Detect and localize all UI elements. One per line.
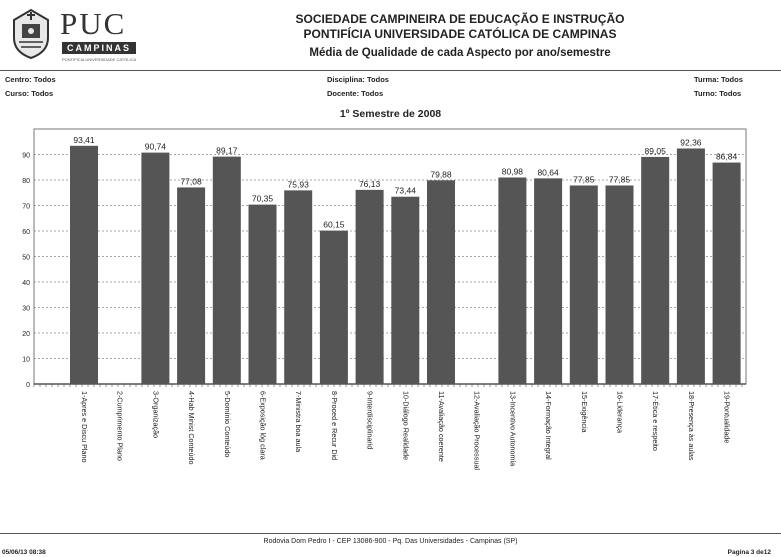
bar-value-label: 73,44 (395, 186, 417, 196)
category-label: 17-Ética e respeito (651, 391, 660, 451)
bar (534, 178, 563, 384)
y-tick-label: 80 (22, 178, 30, 185)
category-label: 19-Pontualidade (723, 391, 732, 443)
y-tick-label: 60 (22, 229, 30, 236)
logo-subtitle: PONTIFÍCIA UNIVERSIDADE CATÓLICA (62, 57, 137, 62)
bar (70, 145, 98, 384)
category-label: 2-Cumprimento Plano (116, 391, 125, 461)
bar (391, 196, 420, 384)
y-tick-label: 90 (22, 153, 30, 160)
y-tick-label: 40 (22, 280, 30, 287)
bar (319, 230, 348, 384)
institution-title: SOCIEDADE CAMPINEIRA DE EDUCAÇÃO E INSTR… (295, 12, 625, 26)
filter-curso: Curso: Todos (5, 89, 54, 98)
bar-value-label: 92,36 (680, 137, 702, 147)
y-tick-label: 0 (26, 382, 30, 389)
category-label: 10-Diálogo Realidade (401, 391, 410, 460)
y-tick-label: 20 (22, 331, 30, 338)
bar-value-label: 77,08 (180, 176, 202, 186)
category-label: 13-Incentivo Autonomia (508, 391, 517, 466)
category-label: 3-Organização (151, 391, 160, 438)
category-label: 8-Proced e Recur Did (330, 391, 339, 460)
filter-turno: Turno: Todos (694, 89, 742, 98)
filter-turma: Turma: Todos (694, 75, 743, 84)
y-tick-label: 30 (22, 306, 30, 313)
category-label: 7-Ministra boa aula (294, 391, 303, 452)
bar-value-label: 77,85 (573, 174, 595, 184)
report-title: Média de Qualidade de cada Aspecto por a… (309, 47, 611, 59)
bar-value-label: 60,15 (323, 220, 345, 230)
header-divider (0, 70, 781, 71)
category-label: 1-Apres e Discu Plano (80, 391, 89, 463)
footer-address: Rodovia Dom Pedro I - CEP 13086-900 - Pq… (263, 538, 518, 545)
logo-wordmark: PUC (60, 6, 127, 41)
category-label: 15-Exigência (580, 391, 589, 433)
category-label: 11-Avaliação coerente (437, 391, 446, 462)
bar (177, 187, 206, 384)
category-label: 18-Presença às aulas (687, 391, 696, 461)
bar-value-label: 76,13 (359, 179, 381, 189)
puc-logo: PUC CAMPINAS PONTIFÍCIA UNIVERSIDADE CAT… (8, 6, 138, 66)
y-tick-label: 70 (22, 204, 30, 211)
bar-value-label: 89,05 (645, 146, 667, 156)
bar-chart: 0 10 20 30 40 50 60 70 80 90 93,41 1-Apres e Discu … (22, 128, 747, 470)
category-label: 5-Domínio Conteúdo (223, 391, 232, 457)
category-label: 12-Avaliação Processual (473, 391, 482, 470)
bar (498, 177, 527, 384)
bar-value-label: 77,85 (609, 174, 631, 184)
bar (212, 156, 241, 384)
university-title: PONTIFÍCIA UNIVERSIDADE CATÓLICA DE CAMP… (303, 27, 617, 41)
bar-value-label: 89,17 (216, 146, 238, 156)
y-tick-label: 10 (22, 357, 30, 364)
bar-value-label: 80,64 (537, 167, 559, 177)
category-label: 9-Interdisciplinarid (366, 391, 375, 449)
filter-centro: Centro: Todos (5, 75, 56, 84)
chart-title: 1º Semestre de 2008 (339, 108, 442, 120)
category-label: 6-Exposição lóg clara (259, 391, 268, 460)
bar (355, 189, 384, 384)
filter-disciplina: Disciplina: Todos (327, 75, 389, 84)
footer-divider (0, 533, 781, 534)
bar (284, 190, 313, 384)
filter-docente: Docente: Todos (327, 89, 384, 98)
y-tick-label: 50 (22, 255, 30, 262)
bar-value-label: 70,35 (252, 194, 274, 204)
bar-value-label: 75,93 (288, 179, 310, 189)
bar-value-label: 93,41 (73, 135, 95, 145)
bar (641, 156, 670, 384)
coat-of-arms-icon (13, 8, 49, 60)
bar-value-label: 86,84 (716, 152, 738, 162)
bar (712, 162, 741, 384)
footer-date: 05/06/13 08:38 (2, 549, 46, 556)
bar (427, 180, 455, 384)
logo-campinas: CAMPINAS (62, 42, 136, 54)
bar (605, 185, 634, 384)
bar-value-label: 79,88 (430, 169, 452, 179)
bar (676, 148, 705, 384)
footer-page-number: Pagina 3 de12 (727, 549, 771, 556)
category-label: 14-Formação Integral (544, 391, 553, 460)
category-label: 4-Hab Minist Conteúdo (187, 391, 196, 465)
category-label: 16-Liderança (616, 391, 625, 433)
bar (248, 204, 277, 384)
bar-value-label: 80,98 (502, 167, 524, 177)
bar (569, 185, 598, 384)
bar (141, 152, 170, 384)
bar-value-label: 90,74 (145, 142, 167, 152)
